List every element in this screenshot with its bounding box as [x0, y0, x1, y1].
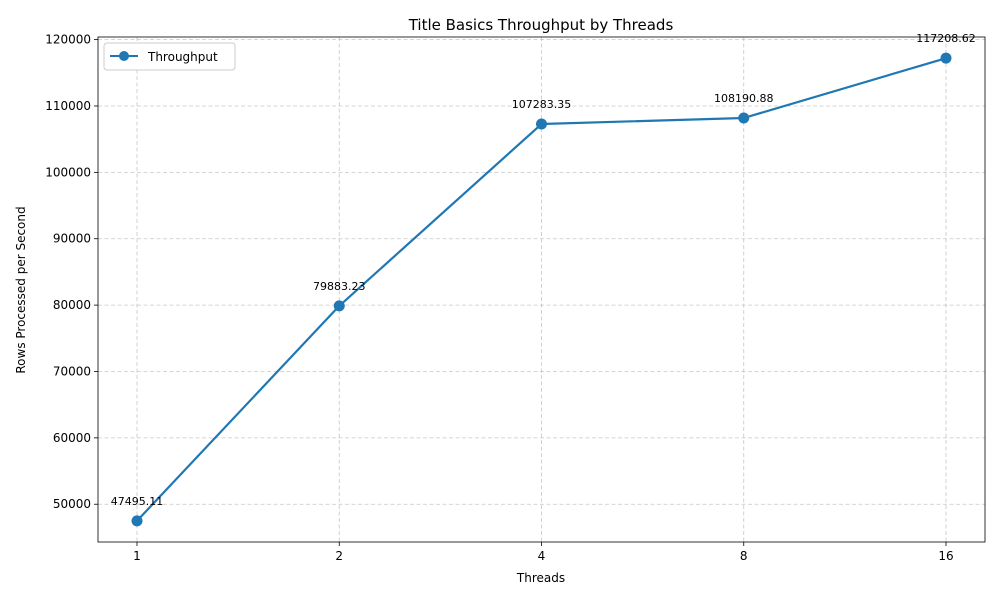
data-label: 79883.23 [313, 280, 366, 293]
y-tick-label: 100000 [45, 165, 91, 179]
chart-title: Title Basics Throughput by Threads [408, 16, 674, 34]
data-label: 107283.35 [512, 98, 572, 111]
legend-marker-swatch [119, 51, 129, 61]
x-tick-label: 1 [133, 549, 141, 563]
axes: 1 2 4 8 16 50000 60000 70000 80000 90000 100000 110… [45, 33, 986, 563]
legend: Throughput [103, 42, 236, 71]
x-tick-label: 2 [335, 549, 343, 563]
y-tick-label: 70000 [53, 364, 91, 378]
y-tick-label: 120000 [45, 33, 91, 47]
x-tick-label: 4 [538, 549, 546, 563]
data-point [131, 515, 143, 527]
data-label: 117208.62 [916, 32, 976, 45]
y-tick-label: 60000 [53, 431, 91, 445]
data-label: 47495.11 [111, 495, 164, 508]
x-tick-label: 16 [938, 549, 953, 563]
y-tick-label: 90000 [53, 232, 91, 246]
x-tick-label: 8 [740, 549, 748, 563]
data-point [536, 118, 547, 130]
legend-label-throughput: Throughput [147, 50, 218, 64]
y-tick-label: 80000 [53, 298, 91, 312]
data-label: 108190.88 [714, 92, 774, 105]
data-point [333, 300, 345, 312]
y-tick-label: 50000 [53, 497, 91, 511]
y-tick-label: 110000 [45, 99, 91, 113]
plot-frame [97, 36, 986, 543]
legend-box [103, 42, 236, 71]
data-series: 47495.11 79883.23 107283.35 108190.88 117208… [111, 32, 976, 527]
data-point [940, 52, 952, 64]
x-axis-label: Threads [516, 571, 565, 585]
data-point [738, 112, 750, 124]
gridlines [98, 37, 985, 542]
y-axis-label: Rows Processed per Second [14, 206, 28, 373]
